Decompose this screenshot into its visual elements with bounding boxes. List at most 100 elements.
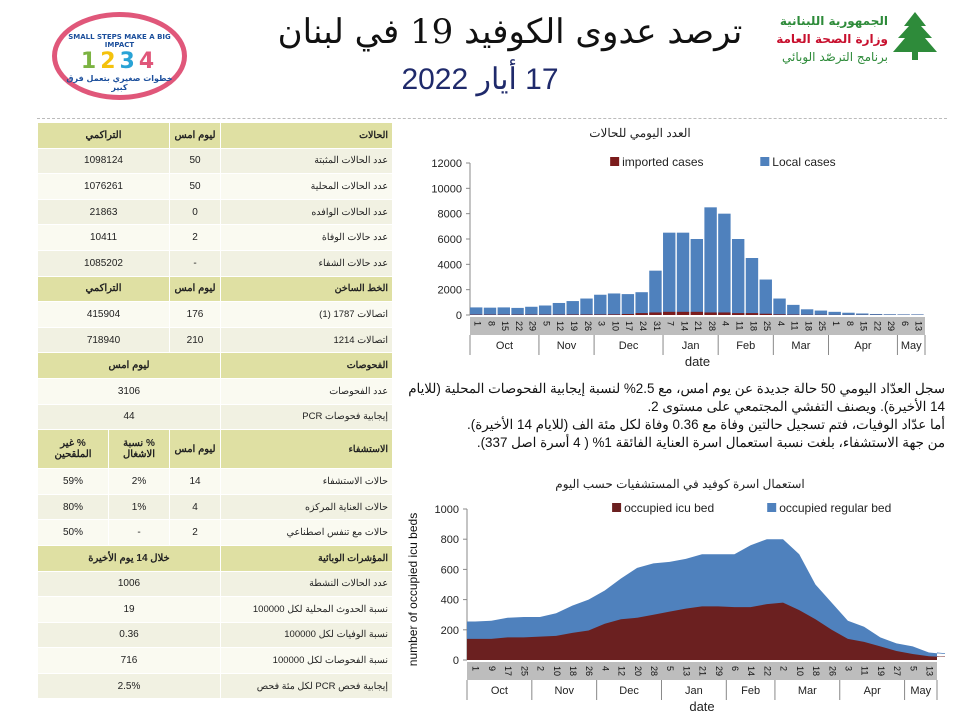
x-tick-label: 17 [624, 321, 634, 331]
legend-swatch [610, 157, 620, 166]
y-tick-label: 400 [441, 595, 459, 607]
x-tick-label: 26 [584, 666, 594, 676]
summary-line-1: سجل العدّاد اليومي 50 حالة جديدة عن يوم … [408, 381, 945, 414]
x-tick-label: 26 [583, 321, 593, 331]
table-row: عدد حالات الشفاء -1085202 [37, 249, 393, 277]
local-cases-bar [759, 279, 772, 315]
x-tick-label: 18 [568, 666, 578, 676]
summary-text: سجل العدّاد اليومي 50 حالة جديدة عن يوم … [402, 380, 945, 452]
local-cases-bar [566, 301, 579, 315]
local-cases-bar [470, 307, 483, 315]
cell: 716 [37, 647, 221, 674]
row-label: عدد الحالات النشطة [220, 570, 393, 598]
local-cases-bar [538, 305, 552, 315]
local-cases-bar [511, 307, 524, 315]
table-row: إيجابية فحص PCR لكل مئة فحص 2.5% [37, 672, 393, 700]
x-tick-label: 3 [597, 321, 607, 326]
campaign-logo-bottom: خطوات صغيري بتعمل فرق كبير [66, 74, 173, 92]
table-row: حالات العناية المركزه 4 1% 80% [37, 493, 393, 521]
x-tick-label: 21 [693, 321, 703, 331]
campaign-logo-numbers: 1234 [80, 49, 159, 74]
row-label: حالات الاستشفاء [220, 468, 393, 495]
header-cell: التراكمي [37, 122, 170, 149]
x-tick-label: 2 [779, 666, 789, 671]
cell: 0.36 [37, 621, 221, 649]
month-label: Nov [554, 685, 574, 697]
local-cases-bar [787, 304, 800, 315]
y-tick-label: 800 [441, 534, 459, 546]
header-cell: ليوم امس [169, 429, 221, 470]
x-tick-label: 11 [860, 666, 870, 675]
cell: 19 [37, 596, 221, 623]
x-tick-label: 28 [649, 666, 659, 676]
x-tick-label: 4 [721, 321, 731, 326]
stats-table: الحالات ليوم امس التراكمي عدد الحالات ال… [37, 122, 393, 700]
local-cases-bar [663, 232, 676, 315]
x-tick-label: 5 [541, 321, 551, 326]
local-cases-bar [897, 314, 910, 315]
x-tick-label: 19 [876, 666, 886, 676]
header-cell: التراكمي [37, 275, 170, 303]
cell: 59% [37, 468, 109, 495]
table-row: إيجابية فحوصات PCR 44 [37, 403, 393, 431]
x-tick-label: 26 [827, 666, 837, 676]
x-tick-label: 21 [698, 666, 708, 676]
cell: 3106 [37, 377, 221, 405]
report-date: 17 أيار 2022 [401, 63, 559, 96]
x-tick-label: 3 [843, 666, 853, 671]
divider [37, 118, 947, 119]
cell: 176 [169, 301, 221, 328]
x-tick-label: 10 [795, 666, 805, 676]
ministry-logo: الجمهورية اللبنانية وزارة الصحة العامة ب… [776, 12, 888, 66]
local-cases-bar [483, 307, 497, 315]
month-label: Jan [685, 685, 703, 697]
x-tick-label: 22 [872, 321, 882, 331]
header-cell: الاستشفاء [220, 429, 393, 470]
cell: 1006 [37, 570, 221, 598]
local-cases-bar [580, 298, 593, 315]
table-row: عدد الحالات الوافده 0 21863 [37, 198, 393, 226]
row-label: نسبة الحدوث المحلية لكل 100000 [220, 596, 393, 623]
row-label: عدد حالات الشفاء [220, 249, 393, 277]
x-tick-label: 13 [914, 321, 924, 331]
header-cell: الحالات [220, 122, 393, 149]
y-tick-label: 1000 [435, 504, 459, 516]
hotline-header-row: الخط الساخن ليوم امس التراكمي [37, 275, 393, 303]
table-row: نسبة الوفيات لكل 100000 0.36 [37, 621, 393, 649]
x-tick-label: 17 [503, 666, 513, 676]
x-tick-label: 22 [762, 666, 772, 676]
indicators-header-row: المؤشرات الوبائية خلال 14 يوم الأخيرة [37, 544, 393, 572]
y-tick-label: 4000 [438, 259, 462, 271]
x-tick-label: 25 [519, 666, 529, 676]
cell: 0 [169, 198, 221, 226]
row-label: اتصالات 1214 [220, 326, 393, 354]
table-row: اتصالات 1214 210 718940 [37, 326, 393, 354]
x-tick-label: 15 [859, 321, 869, 331]
cell: 50 [169, 147, 221, 175]
x-tick-label: 2 [536, 666, 546, 671]
x-tick-label: 29 [714, 666, 724, 676]
x-tick-label: 20 [633, 666, 643, 676]
header-cell: ليوم امس [169, 122, 221, 149]
table-row: عدد الحالات المحلية 50 1076261 [37, 173, 393, 200]
x-tick-label: 22 [514, 321, 524, 331]
local-cases-bar [676, 232, 690, 315]
ministry-line-1: الجمهورية اللبنانية [779, 14, 888, 28]
row-label: إيجابية فحص PCR لكل مئة فحص [220, 672, 393, 700]
cell: 14 [169, 468, 221, 495]
row-label: عدد الفحوصات [220, 377, 393, 405]
cases-chart-title: العدد اليومي للحالات [589, 126, 691, 140]
local-cases-bar [745, 258, 759, 315]
local-cases-bar [621, 294, 635, 315]
cell: 2 [169, 519, 221, 546]
local-cases-bar [814, 310, 828, 315]
local-cases-bar [828, 311, 841, 315]
cell: 2 [169, 224, 221, 251]
local-cases-bar [594, 294, 607, 315]
x-tick-label: 18 [803, 321, 813, 331]
y-axis-label: number of occupied icu beds [406, 513, 420, 666]
imported-cases-bar [649, 312, 662, 315]
x-tick-label: 4 [776, 321, 786, 326]
